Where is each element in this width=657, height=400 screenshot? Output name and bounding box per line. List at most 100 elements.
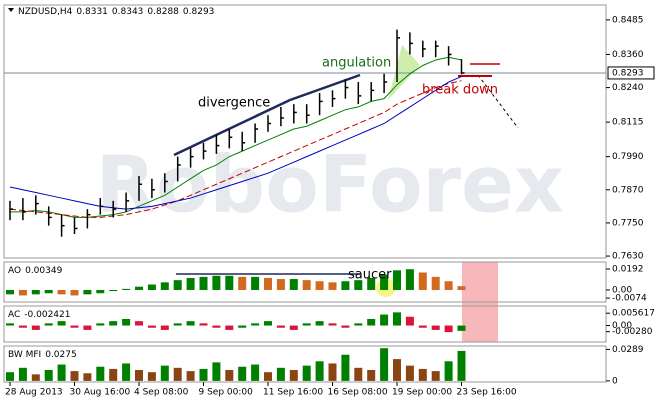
indicator-bar	[354, 367, 363, 381]
divergence-line	[173, 98, 291, 157]
chart-header: NZDUSD,H4 0.8331 0.8343 0.8288 0.8293	[18, 7, 214, 17]
annotation: saucer	[348, 268, 392, 283]
indicator-bar	[315, 321, 324, 326]
indicator-bar	[212, 362, 221, 381]
trend-projection	[477, 74, 519, 129]
indicator-bar	[431, 371, 440, 381]
y-tick-label: 0.8485	[612, 15, 644, 25]
indicator-bar	[57, 364, 66, 381]
indicator-bar	[57, 321, 66, 326]
indicator-name: BW MFI	[8, 350, 41, 360]
indicator-bar	[135, 321, 143, 326]
indicator-bar	[135, 370, 143, 381]
indicator-bar	[328, 363, 337, 381]
indicator-bar	[341, 325, 350, 328]
indicator-bar	[147, 284, 156, 290]
menu-arrow[interactable]	[8, 8, 14, 12]
indicator-bar	[173, 280, 182, 290]
x-tick-label: 19 Sep 00:00	[392, 388, 452, 398]
indicator-bar	[186, 321, 195, 326]
current-price-box	[607, 66, 655, 80]
indicator-bar	[31, 325, 40, 330]
header-symbol: NZDUSD,H4	[18, 7, 73, 17]
indicator-bar	[238, 276, 247, 290]
indicator-bar	[212, 325, 221, 328]
indicator-bar	[393, 312, 401, 326]
indicator-bar	[276, 325, 285, 328]
indicator-bar	[380, 314, 389, 326]
indicator-bar	[251, 364, 260, 381]
indicator-bar	[70, 325, 79, 328]
indicator-value: 0.0275	[45, 350, 77, 360]
indicator-bar	[44, 370, 53, 381]
indicator-bar	[444, 281, 453, 290]
indicator-bar	[18, 289, 27, 296]
indicator-bar	[70, 289, 79, 296]
header-open: 0.8331	[76, 7, 108, 17]
header-high: 0.8343	[112, 7, 144, 17]
indicator-bar	[431, 325, 440, 330]
indicator-bar	[315, 361, 324, 381]
indicator-bar	[135, 286, 143, 290]
indicator-value: -0.002421	[24, 310, 70, 320]
y-tick-label: 0.00	[612, 285, 632, 295]
indicator-bar	[238, 325, 247, 328]
indicator-bar	[109, 368, 118, 381]
x-tick-label: 30 Aug 16:00	[70, 388, 131, 398]
indicator-bar	[302, 365, 311, 381]
indicator-bar	[70, 371, 79, 381]
indicator-bar	[405, 316, 414, 326]
indicator-bar	[457, 350, 466, 381]
current-price-label: 0.8293	[612, 68, 644, 78]
indicator-bar	[18, 367, 27, 381]
indicator-bar	[444, 325, 453, 333]
panel-title: AC -0.002421	[8, 310, 71, 320]
indicator-bar	[18, 325, 27, 328]
indicator-bar	[302, 323, 311, 326]
indicator-bar	[96, 323, 105, 326]
indicator-bar	[96, 366, 105, 381]
indicator-bar	[31, 374, 40, 381]
indicator-bar	[341, 281, 350, 290]
indicator-bar	[186, 277, 195, 290]
indicator-bar	[328, 323, 337, 326]
indicator-bar	[83, 373, 92, 381]
indicator-bar	[147, 325, 156, 328]
indicator-bar	[276, 279, 285, 290]
indicator-bar	[109, 289, 118, 292]
indicator-bar	[328, 282, 337, 290]
indicator-bar	[367, 318, 376, 326]
indicator-bar	[418, 272, 427, 290]
indicator-bar	[457, 286, 466, 290]
y-tick-label: 0.7990	[612, 152, 644, 162]
indicator-bar	[238, 366, 247, 381]
indicator-bar	[186, 371, 195, 381]
indicator-bar	[109, 321, 118, 326]
indicator-bar	[57, 289, 66, 295]
indicator-bar	[418, 368, 427, 381]
indicator-bar	[341, 354, 350, 381]
angulation-line	[289, 73, 361, 102]
indicator-name: AO	[8, 266, 21, 276]
annotation: divergence	[198, 96, 270, 111]
indicator-bar	[315, 281, 324, 290]
indicator-bar	[457, 325, 466, 331]
y-tick-label: 0.7750	[612, 218, 644, 228]
indicator-bar	[199, 368, 208, 381]
indicator-bar	[418, 325, 427, 328]
indicator-bar	[122, 288, 131, 290]
indicator-bar	[160, 325, 169, 330]
y-tick-label: 0.7870	[612, 185, 644, 195]
panel-title: BW MFI 0.0275	[8, 350, 77, 360]
x-tick-label: 23 Sep 16:00	[457, 388, 517, 398]
y-tick-label: 0.8115	[612, 118, 644, 128]
y-tick-label: 0.7630	[612, 252, 644, 262]
indicator-bar	[354, 323, 363, 326]
indicator-bar	[6, 372, 14, 381]
x-tick-label: 28 Aug 2013	[5, 388, 63, 398]
watermark: RoboForex	[96, 140, 564, 230]
indicator-name: AC	[8, 310, 20, 320]
indicator-bar	[444, 361, 453, 381]
indicator-bar	[225, 325, 234, 330]
indicator-bar	[367, 277, 376, 290]
